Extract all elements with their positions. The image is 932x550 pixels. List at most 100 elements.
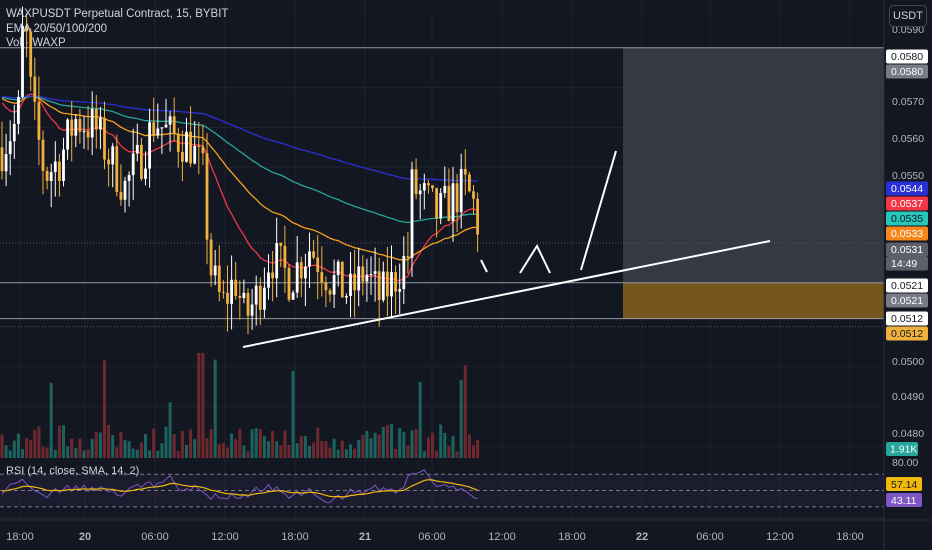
price-label-bg xyxy=(886,49,928,64)
volume-bar xyxy=(119,431,123,458)
candle-body xyxy=(258,285,262,310)
price-axis[interactable]: 0.0590 0.0570 0.0560 0.0550 0.0500 0.0490 0.04… xyxy=(883,0,932,550)
candle-body xyxy=(189,131,192,164)
candle xyxy=(41,130,45,195)
volume-bar xyxy=(308,446,311,458)
volume-bar xyxy=(57,425,61,458)
price-label-text: 0.0580 xyxy=(891,51,923,63)
candle-body xyxy=(49,172,53,182)
rsi-legend[interactable]: RSI (14, close, SMA, 14, 2) xyxy=(6,465,140,477)
volume-bar xyxy=(70,438,74,458)
drawings[interactable] xyxy=(242,150,771,348)
price-label-11: 0.0512 xyxy=(886,326,928,341)
candle xyxy=(25,12,28,58)
candle-body xyxy=(361,266,365,282)
volume-legend[interactable]: Vol · WAXP xyxy=(6,37,66,49)
candle-body xyxy=(390,272,393,297)
candle xyxy=(66,118,69,160)
volume-bar xyxy=(185,445,188,458)
time-tick-2: 06:00 xyxy=(141,531,169,543)
candle-body xyxy=(476,198,479,235)
candle-body xyxy=(340,261,344,298)
candle xyxy=(53,141,57,197)
ema-legend[interactable]: EMA 20/50/100/200 xyxy=(6,22,108,35)
candle-body xyxy=(160,127,164,129)
volume-bar xyxy=(168,402,172,458)
candle xyxy=(176,128,180,168)
target-zones xyxy=(623,47,884,319)
price-tick-5: 0.0490 xyxy=(892,391,924,403)
candle xyxy=(345,293,348,304)
candle xyxy=(422,173,426,210)
candle-body xyxy=(381,271,385,301)
candle xyxy=(94,94,98,149)
volume-bar xyxy=(176,451,180,458)
candle xyxy=(29,28,33,91)
volume-bar xyxy=(111,435,115,458)
candle xyxy=(74,114,78,147)
candle xyxy=(119,164,123,206)
price-label-6: 0.0531 xyxy=(886,242,928,257)
volume-bar xyxy=(213,359,217,458)
volume-bar xyxy=(254,428,258,458)
candle-body xyxy=(45,170,49,182)
candle-body xyxy=(295,262,299,293)
candle-body xyxy=(127,175,131,181)
time-axis[interactable]: 18:00 20 06:00 12:00 18:00 21 06:00 12:00 18:00 2… xyxy=(0,519,932,543)
trendline xyxy=(242,240,771,348)
candle xyxy=(242,279,246,304)
volume-label: 1.91K xyxy=(886,442,918,456)
candle xyxy=(373,247,377,302)
candle-body xyxy=(312,251,315,258)
candle xyxy=(414,158,418,200)
volume-bar xyxy=(131,448,135,458)
candle xyxy=(181,130,184,182)
candle-body xyxy=(70,119,74,136)
volume-bar xyxy=(246,451,250,458)
candle xyxy=(12,104,16,159)
volume-bar xyxy=(422,451,426,458)
candle-body xyxy=(8,141,12,155)
volume-bar xyxy=(238,428,242,458)
candle-body xyxy=(431,185,434,189)
candle xyxy=(217,245,221,302)
candle xyxy=(0,121,4,180)
volume-bar xyxy=(418,381,422,458)
volume-bar xyxy=(373,432,377,458)
candle-body xyxy=(250,304,254,316)
zone-lower xyxy=(623,282,884,319)
volume-bar xyxy=(139,442,143,458)
time-tick-3: 12:00 xyxy=(211,531,239,543)
symbol-title[interactable]: WAXPUSDT Perpetual Contract, 15, BYBIT xyxy=(6,8,229,20)
candle-body xyxy=(299,262,303,279)
candle-body xyxy=(328,290,332,295)
candle-body xyxy=(373,271,377,275)
volume-bar xyxy=(8,450,12,458)
volume-bar xyxy=(189,429,193,458)
time-tick-11: 12:00 xyxy=(766,531,794,543)
candle xyxy=(381,261,385,303)
candle xyxy=(86,105,90,151)
candle xyxy=(418,184,422,220)
price-label-bg xyxy=(886,293,928,308)
price-label-bg xyxy=(886,64,928,79)
candle-body xyxy=(62,149,65,182)
candle-body xyxy=(29,31,33,77)
candle-body xyxy=(357,266,361,291)
volume-bar xyxy=(467,434,471,458)
candle-body xyxy=(152,122,156,136)
candle-body xyxy=(17,96,20,124)
candle-body xyxy=(402,256,406,290)
price-label-text: 0.0512 xyxy=(891,328,923,340)
candle-body xyxy=(172,116,176,134)
candle xyxy=(230,255,233,330)
candle-body xyxy=(254,285,258,305)
candle xyxy=(238,280,242,320)
projection-seg-1 xyxy=(480,259,488,273)
volume-bar xyxy=(271,430,275,458)
candle xyxy=(4,133,8,187)
volume-bar xyxy=(299,435,303,458)
currency-unit-button[interactable]: USDT xyxy=(889,5,927,27)
rsi-label-bg xyxy=(886,493,922,507)
